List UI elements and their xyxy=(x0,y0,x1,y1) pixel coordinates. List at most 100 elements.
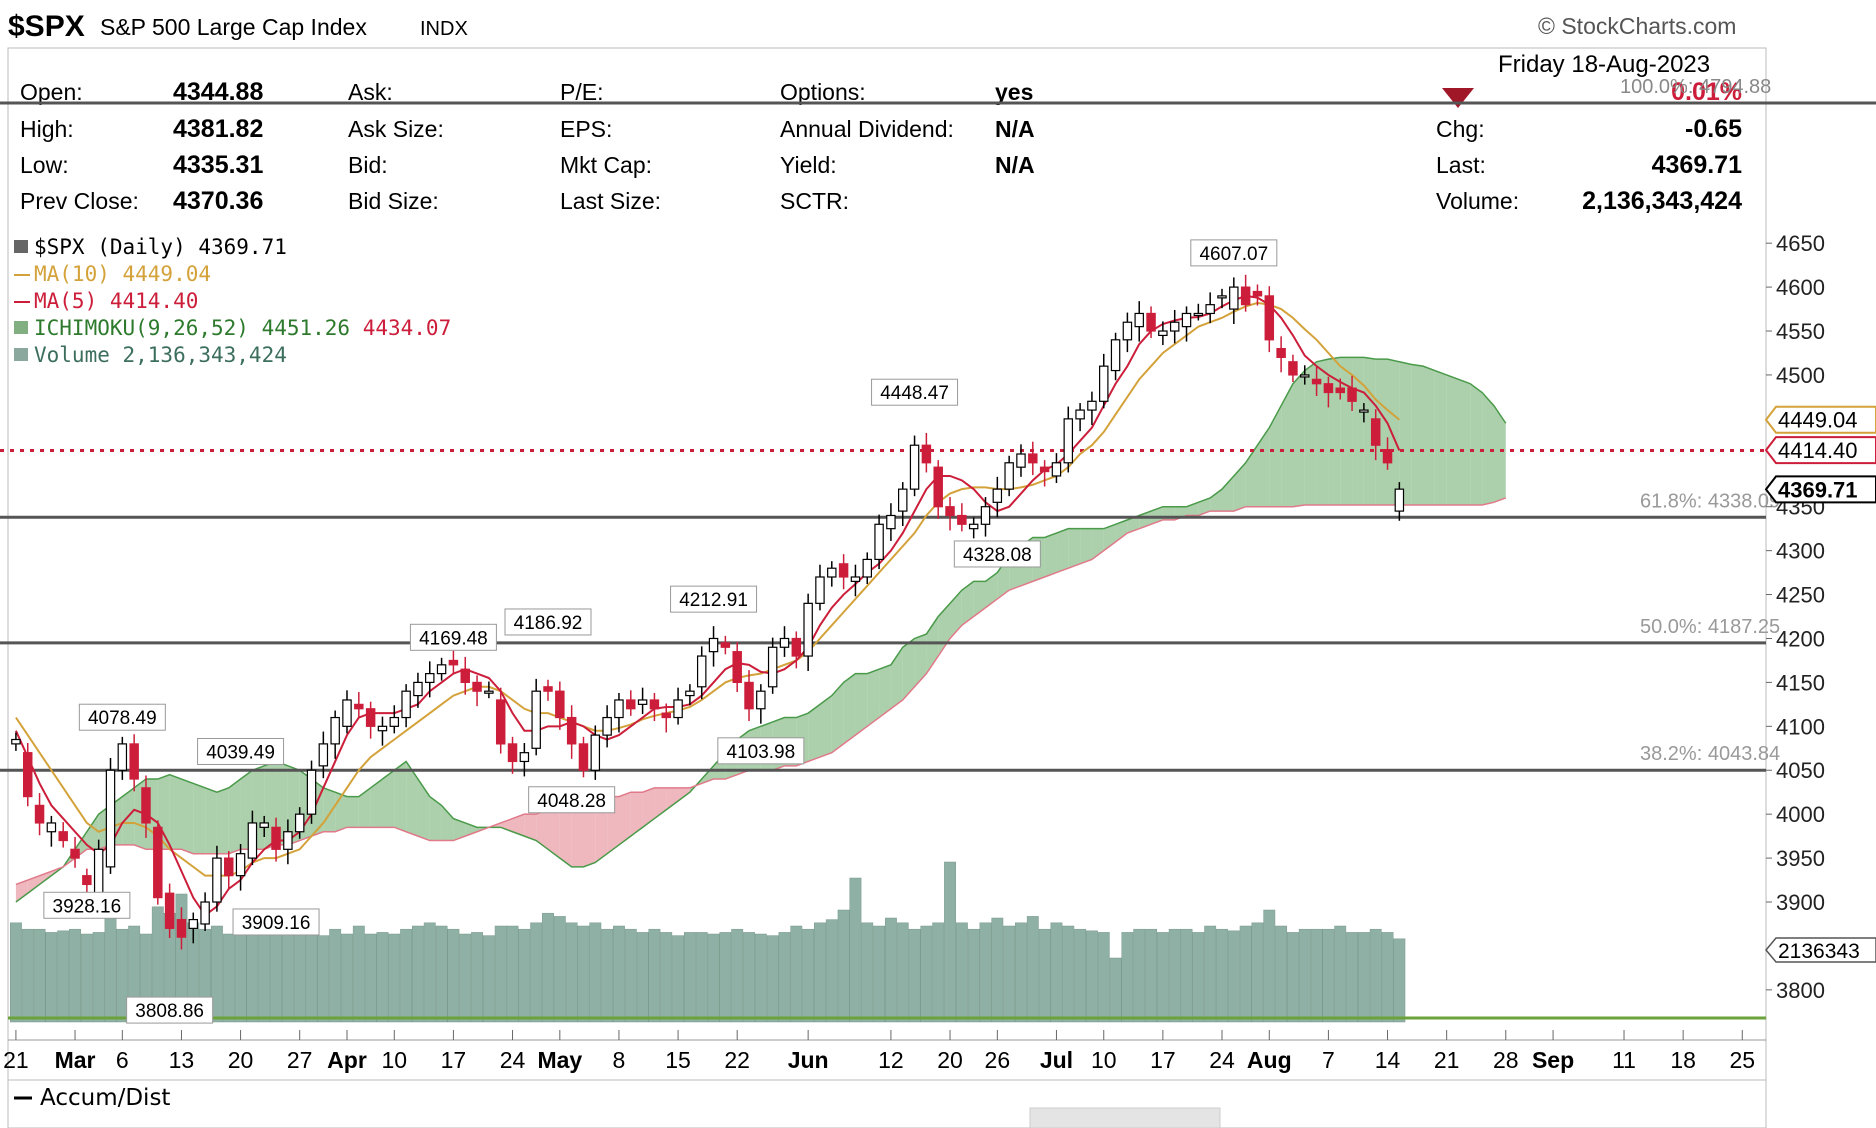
volume-bar xyxy=(873,925,886,1023)
volume-bar xyxy=(1381,932,1394,1023)
cloud-segment xyxy=(1245,445,1258,507)
brand-logo[interactable]: © StockCharts.com xyxy=(1538,13,1736,39)
candle-body xyxy=(1063,418,1074,464)
volume-bar xyxy=(1086,930,1098,1023)
candle-body xyxy=(566,716,577,745)
cloud-segment xyxy=(855,673,868,736)
volume-bar xyxy=(932,922,945,1023)
candle-body xyxy=(767,646,778,688)
volume-bar xyxy=(1015,922,1027,1023)
candle-body xyxy=(283,831,293,850)
cloud-segment xyxy=(1434,370,1447,505)
volume-bar xyxy=(1369,928,1382,1023)
x-tick-label: 10 xyxy=(1091,1047,1117,1073)
cloud-segment xyxy=(500,818,513,832)
candle-body xyxy=(82,875,92,886)
cloud-segment xyxy=(1316,359,1329,505)
x-tick-label: 28 xyxy=(1493,1047,1519,1073)
cloud-segment xyxy=(548,809,560,859)
volume-bar xyxy=(624,928,637,1023)
quote-label: Bid Size: xyxy=(348,188,439,214)
price-callout: 4039.49 xyxy=(206,742,275,763)
candle-body xyxy=(164,892,175,929)
candle-body xyxy=(212,857,222,903)
volume-bar xyxy=(695,932,708,1023)
volume-bar xyxy=(790,925,803,1023)
candle-body xyxy=(306,769,317,815)
cloud-segment xyxy=(512,814,525,837)
candle-body xyxy=(354,703,364,710)
cloud-segment xyxy=(1304,361,1317,505)
candle-body xyxy=(1217,295,1227,299)
scroll-thumb[interactable] xyxy=(1029,1107,1221,1128)
volume-bar xyxy=(837,909,850,1023)
volume-bar xyxy=(530,922,543,1023)
candle-body xyxy=(862,558,873,578)
volume-bar xyxy=(222,933,235,1023)
candle-body xyxy=(1099,365,1109,402)
volume-bar xyxy=(1003,925,1016,1023)
fib-lines: 61.8%: 4338.09 50.0%: 4187.25 38.2%: 4043.… xyxy=(0,448,1780,772)
x-tick-label: 27 xyxy=(287,1047,313,1073)
cloud-segment xyxy=(394,761,407,832)
cloud-segment xyxy=(559,805,572,867)
volume-bar xyxy=(1322,928,1335,1023)
price-callout: 4103.98 xyxy=(727,742,796,763)
cloud-segment xyxy=(642,787,655,828)
volume-bar xyxy=(376,932,389,1023)
candle-body xyxy=(696,655,707,688)
volume-tag-box xyxy=(1765,937,1876,963)
x-tick-label: 26 xyxy=(985,1047,1011,1073)
candle-body xyxy=(1347,387,1357,402)
cloud-segment xyxy=(1233,462,1246,512)
candle-body xyxy=(58,831,68,842)
volume-bar xyxy=(1074,928,1087,1023)
quote-label: Bid: xyxy=(348,152,388,178)
candle-body xyxy=(176,918,187,938)
quote-label: Mkt Cap: xyxy=(560,152,652,178)
cloud-segment xyxy=(1115,519,1128,542)
y-tick-label: 4300 xyxy=(1776,539,1825,564)
candle-body xyxy=(153,826,163,899)
candle-body xyxy=(235,853,246,877)
volume-bar xyxy=(423,922,436,1023)
quote-label: High: xyxy=(20,116,74,142)
candle-body xyxy=(708,637,719,653)
volume-bars xyxy=(8,861,1766,1023)
volume-bar xyxy=(825,919,838,1023)
x-tick-label: 12 xyxy=(878,1047,904,1073)
volume-bar xyxy=(412,925,424,1023)
volume-bar xyxy=(352,925,365,1023)
chart-legend: $SPX (Daily) 4369.71 MA(10) 4449.04 MA(5) … xyxy=(14,235,451,367)
quote-label: Ask Size: xyxy=(348,116,444,142)
candle-body xyxy=(507,743,518,763)
candle-body xyxy=(1146,312,1156,332)
price-callout: 4186.92 xyxy=(514,613,583,634)
quote-label: SCTR: xyxy=(780,188,849,214)
volume-bar xyxy=(33,928,46,1023)
cloud-segment xyxy=(39,871,52,885)
candle-body xyxy=(1039,466,1050,473)
volume-bar xyxy=(802,928,815,1023)
volume-bar xyxy=(447,928,460,1023)
candle-body xyxy=(1288,361,1298,376)
candle-body xyxy=(472,681,482,692)
price-callout-box xyxy=(78,703,166,731)
candle-body xyxy=(1075,409,1085,420)
price-callout-box xyxy=(953,540,1041,568)
candle-body xyxy=(685,690,695,697)
candle-body xyxy=(1240,286,1251,306)
cloud-segment xyxy=(382,770,395,828)
candle-body xyxy=(720,642,731,648)
candle-body xyxy=(957,514,967,525)
volume-bar xyxy=(1050,922,1063,1023)
candle-body xyxy=(756,690,766,710)
cloud-segment xyxy=(441,805,454,841)
candle-body xyxy=(259,822,269,828)
quote-label: Open: xyxy=(20,79,83,105)
candle-body xyxy=(779,637,790,648)
cloud-segment xyxy=(1375,359,1388,505)
volume-bar xyxy=(565,922,578,1023)
candle-body xyxy=(602,716,612,736)
candle-body xyxy=(874,523,884,561)
